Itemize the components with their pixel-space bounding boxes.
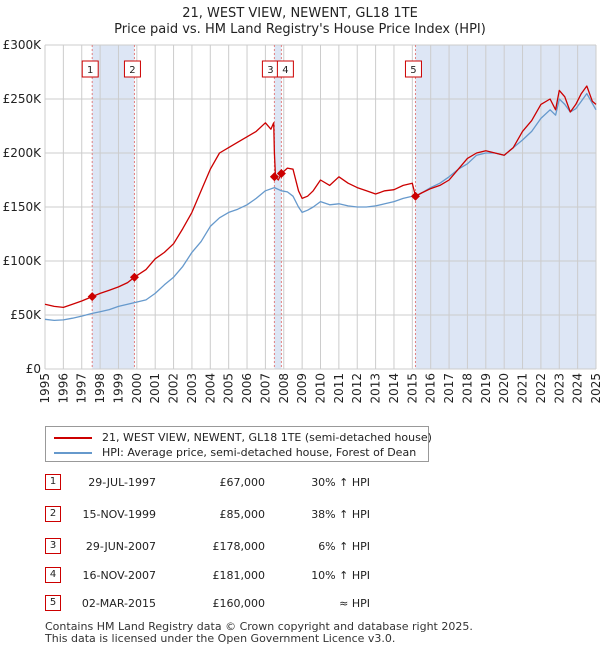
x-tick-label: 2008 — [277, 373, 291, 404]
transaction-hpi: 10% ↑ HPI — [311, 569, 370, 582]
transaction-label: 5 — [410, 65, 416, 76]
x-tick-label: 2021 — [516, 373, 530, 404]
x-tick-label: 2023 — [552, 373, 566, 404]
x-tick-label: 2013 — [369, 373, 383, 404]
transaction-price: £67,000 — [219, 476, 266, 489]
x-tick-label: 1996 — [56, 373, 70, 404]
transaction-price: £181,000 — [212, 569, 266, 582]
transaction-date: 16-NOV-2007 — [82, 569, 156, 582]
transaction-point — [410, 191, 420, 201]
transaction-point — [276, 169, 286, 179]
x-tick-label: 2024 — [571, 373, 585, 404]
footer: Contains HM Land Registry data © Crown c… — [45, 621, 473, 645]
transaction-date: 15-NOV-1999 — [82, 508, 156, 521]
x-tick-label: 2011 — [332, 373, 346, 404]
x-tick-label: 2015 — [405, 373, 419, 404]
x-tick-label: 2005 — [222, 373, 236, 404]
x-tick-label: 2020 — [497, 373, 511, 404]
transaction-date: 29-JUL-1997 — [88, 476, 156, 489]
x-tick-label: 2017 — [442, 373, 456, 404]
x-tick-label: 1999 — [111, 373, 125, 404]
transaction-number: 4 — [45, 567, 61, 583]
transaction-hpi: 38% ↑ HPI — [311, 508, 370, 521]
transaction-point — [87, 292, 97, 302]
x-tick-label: 2019 — [479, 373, 493, 404]
transaction-price: £160,000 — [212, 597, 266, 610]
transaction-label: 4 — [282, 65, 288, 76]
transaction-number: 3 — [45, 538, 61, 554]
transaction-label-box — [404, 60, 422, 78]
footer-copyright: Contains HM Land Registry data © Crown c… — [45, 620, 473, 633]
x-tick-label: 2012 — [350, 373, 364, 404]
legend-item-property: 21, WEST VIEW, NEWENT, GL18 1TE (semi-de… — [54, 430, 432, 445]
chart-legend: 21, WEST VIEW, NEWENT, GL18 1TE (semi-de… — [45, 426, 432, 462]
transaction-date: 29-JUN-2007 — [85, 540, 156, 553]
transaction-label: 2 — [129, 65, 135, 76]
x-tick-label: 1997 — [75, 373, 89, 404]
x-tick-label: 2003 — [185, 373, 199, 404]
legend-item-hpi: HPI: Average price, semi-detached house,… — [54, 445, 416, 460]
chart-subtitle: Price paid vs. HM Land Registry's House … — [114, 22, 486, 37]
transaction-hpi: 6% ↑ HPI — [318, 540, 370, 553]
x-tick-label: 1995 — [38, 373, 52, 404]
legend-label-property: 21, WEST VIEW, NEWENT, GL18 1TE (semi-de… — [102, 431, 432, 444]
x-tick-label: 2025 — [589, 373, 600, 404]
transaction-label-box — [81, 60, 99, 78]
x-tick-label: 2009 — [295, 373, 309, 404]
x-tick-label: 2000 — [130, 373, 144, 404]
x-tick-label: 2010 — [314, 373, 328, 404]
x-tick-label: 2018 — [460, 373, 474, 404]
y-tick-label: £0 — [26, 362, 41, 376]
transaction-label-box — [276, 60, 294, 78]
x-tick-label: 2001 — [148, 373, 162, 404]
transaction-label-box — [123, 60, 141, 78]
legend-swatch-hpi — [54, 452, 92, 454]
price-chart: 1 2 3 4 5 £0 £50K £100K £150K £200K £250K £300K 1995… — [3, 38, 600, 404]
legend-swatch-property — [54, 437, 92, 439]
footer-license: This data is licensed under the Open Gov… — [45, 632, 396, 645]
property-price-line — [44, 85, 597, 309]
transaction-point — [269, 172, 279, 182]
x-tick-label: 2016 — [424, 373, 438, 404]
x-tick-label: 1998 — [93, 373, 107, 404]
y-tick-label: £50K — [10, 308, 42, 322]
x-tick-label: 2002 — [167, 373, 181, 404]
x-tick-label: 2004 — [203, 373, 217, 404]
y-tick-label: £250K — [3, 92, 43, 106]
x-tick-label: 2007 — [258, 373, 272, 404]
transaction-hpi: ≈ HPI — [339, 597, 370, 610]
transaction-hpi: 30% ↑ HPI — [311, 476, 370, 489]
transaction-label: 3 — [267, 65, 273, 76]
transaction-price: £178,000 — [212, 540, 266, 553]
transaction-number: 1 — [45, 474, 61, 490]
transaction-number: 2 — [45, 506, 61, 522]
x-tick-label: 2006 — [240, 373, 254, 404]
y-tick-label: £300K — [3, 38, 43, 52]
y-tick-label: £100K — [3, 254, 43, 268]
x-tick-label: 2014 — [387, 373, 401, 404]
legend-label-hpi: HPI: Average price, semi-detached house,… — [102, 446, 417, 459]
transaction-label: 1 — [87, 65, 93, 76]
y-tick-label: £150K — [3, 200, 43, 214]
chart-title: 21, WEST VIEW, NEWENT, GL18 1TE — [182, 6, 418, 21]
y-tick-label: £200K — [3, 146, 43, 160]
transaction-price: £85,000 — [219, 508, 266, 521]
hpi-line — [44, 92, 597, 322]
x-tick-label: 2022 — [534, 373, 548, 404]
transaction-number: 5 — [45, 595, 61, 611]
transaction-point — [129, 272, 139, 282]
transaction-date: 02-MAR-2015 — [81, 597, 156, 610]
